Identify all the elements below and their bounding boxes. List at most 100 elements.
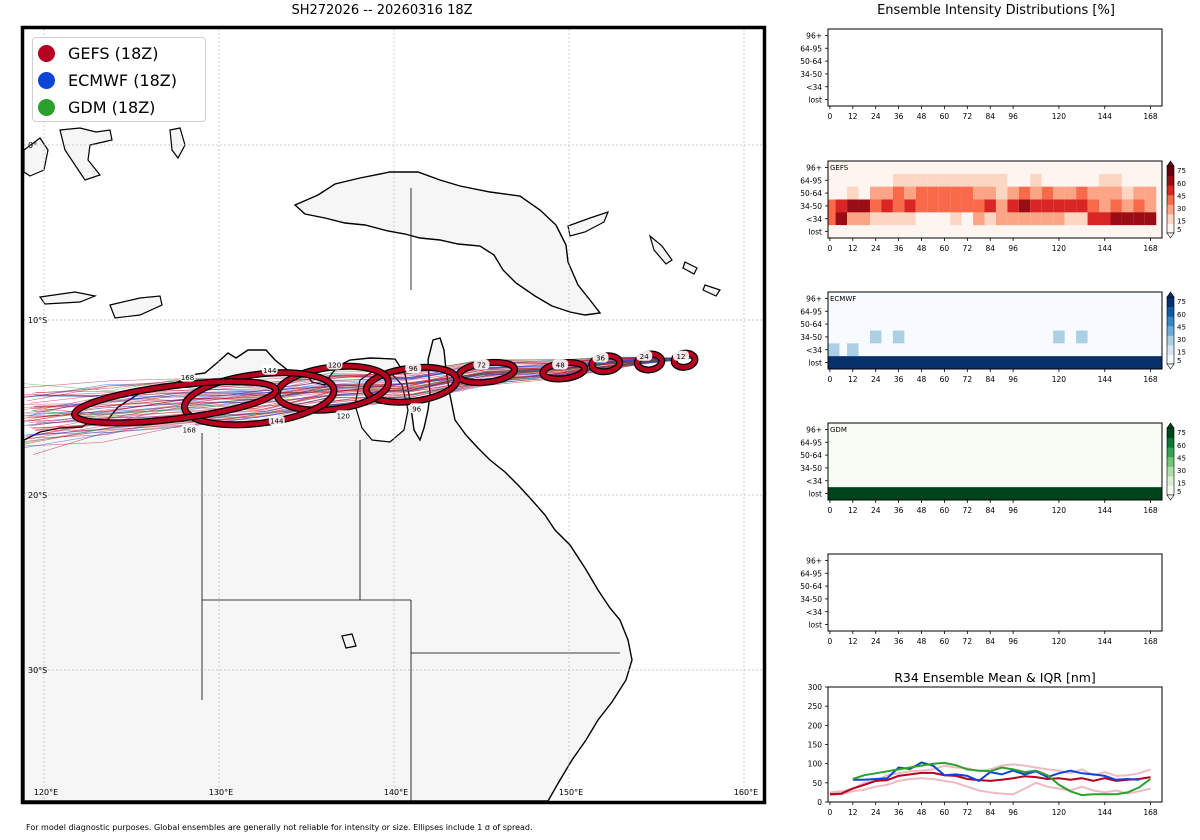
heatmap-cell — [1041, 173, 1054, 187]
y-tick-label: <34 — [806, 346, 822, 355]
heatmap-cell — [927, 212, 939, 226]
colorbar-tick-label: 60 — [1177, 180, 1186, 188]
hour-label-text: 12 — [677, 353, 686, 361]
colorbar-tick-label: 75 — [1177, 429, 1186, 437]
x-tick-label: 72 — [963, 808, 973, 817]
heatmap-cell — [1144, 173, 1157, 187]
panel-label-gefs: GEFS — [830, 164, 849, 172]
colorbar-tick-label: 5 — [1177, 226, 1181, 234]
r34-chart-title: R34 Ensemble Mean & IQR [nm] — [894, 670, 1096, 685]
x-tick-label: 168 — [1143, 112, 1158, 121]
colorbar-tick-label: 60 — [1177, 311, 1186, 319]
colorbar-segment — [1167, 213, 1174, 224]
colorbar-tick-label: 45 — [1177, 454, 1186, 462]
heatmap-cell — [973, 212, 985, 226]
heatmap-cell — [858, 225, 870, 239]
y-tick-label: 64-95 — [800, 307, 822, 316]
x-tick-label: 84 — [985, 637, 995, 646]
colorbar-tick-label: 15 — [1177, 348, 1186, 356]
x-tick-label: 96 — [1008, 244, 1018, 253]
heatmap-cell — [858, 199, 870, 213]
y-tick-label: 64-95 — [800, 176, 822, 185]
gdm-swatch — [38, 99, 55, 116]
heatmap-cell — [961, 212, 974, 226]
gefs-swatch — [38, 45, 55, 62]
y-tick-label: 64-95 — [800, 569, 822, 578]
footer-note: For model diagnostic purposes. Global en… — [26, 823, 533, 832]
x-tick-label: 168 — [1143, 808, 1158, 817]
hour-label-box — [261, 364, 278, 375]
hour-label-box — [326, 359, 343, 370]
heatmap-cell — [915, 173, 928, 187]
heatmap-cell — [1053, 186, 1065, 200]
x-tick-label: 48 — [917, 637, 927, 646]
heatmap-cell — [1053, 199, 1065, 213]
colorbar-top-arrow — [1166, 160, 1175, 167]
x-tick-label: 0 — [828, 375, 833, 384]
y-tick-label: 100 — [808, 760, 823, 769]
heatmap-cell — [995, 186, 1008, 200]
x-tick-label: 84 — [985, 112, 995, 121]
heatmap-cell — [1099, 225, 1111, 239]
x-tick-label: 36 — [894, 375, 904, 384]
y-tick-label: 50-64 — [800, 57, 822, 66]
heatmap-cell — [995, 173, 1008, 187]
heatmap-cell — [950, 173, 962, 187]
heatmap-cell — [1064, 225, 1077, 239]
heatmap-cell — [984, 212, 996, 226]
forecast-hour-label: 168 — [179, 371, 196, 382]
heatmap-cell — [835, 199, 848, 213]
heatmap-cell — [1099, 173, 1111, 187]
heatmap-cell — [1053, 212, 1065, 226]
colorbar-segment — [1167, 466, 1174, 477]
ecmwf-swatch — [38, 72, 55, 89]
y-tick-label: <34 — [806, 215, 822, 224]
heatmap-cell — [1018, 199, 1031, 213]
colorbar-tick-label: 15 — [1177, 217, 1186, 225]
heatmap-cell — [961, 225, 974, 239]
x-tick-label: 120 — [1052, 244, 1067, 253]
heatmap-cell — [1064, 186, 1077, 200]
heatmap-cell — [927, 173, 939, 187]
x-tick-label: 36 — [894, 506, 904, 515]
x-tick-label: 0 — [828, 244, 833, 253]
heatmap-cell — [1007, 199, 1019, 213]
heatmap-cell — [1110, 186, 1122, 200]
x-tick-label: 12 — [848, 244, 858, 253]
heatmap-cell — [973, 199, 985, 213]
heatmap-cell — [869, 225, 882, 239]
gefs-ellipse — [72, 379, 279, 426]
heatmap-cell — [1121, 186, 1134, 200]
forecast-hour-labels: 12 24 36 48 72 96 120 144 168 96 120 144 168 — [179, 350, 689, 435]
heatmap-cell — [1087, 212, 1100, 226]
x-tick-label: 12 — [848, 637, 858, 646]
heatmap-cell — [1076, 186, 1088, 200]
hour-label-box — [405, 363, 422, 373]
heatmap-cell — [1018, 173, 1031, 187]
colorbar-bottom-arrow — [1166, 494, 1175, 501]
series-line — [852, 761, 1140, 783]
heatmap-cell — [984, 186, 996, 200]
heatmap-cell — [881, 173, 893, 187]
hour-label-text: 144 — [270, 418, 284, 426]
y-tick-label: 50-64 — [800, 582, 822, 591]
heatmap-cell — [881, 225, 893, 239]
x-tick-label: 144 — [1098, 244, 1113, 253]
colorbar-segment — [1167, 428, 1174, 439]
x-tick-label: 84 — [985, 244, 995, 253]
heatmap-cell — [835, 212, 848, 226]
intensity-panel: ECMWF 96+ 64-95 50-64 34-50 <34 lost 0 12 24 36 48 6… — [800, 291, 1186, 384]
heatmap-cell — [1099, 186, 1111, 200]
hour-label-text: 72 — [477, 362, 486, 370]
y-tick-label: 200 — [808, 721, 823, 730]
x-tick-label: 72 — [963, 112, 973, 121]
colorbar-tick-label: 15 — [1177, 479, 1186, 487]
map-tick-labels: 120°E 130°E 140°E 150°E 160°E 0° 10°S 20°S 30°S — [28, 141, 758, 797]
heatmap-cell — [1076, 212, 1088, 226]
lon-tick-label: 140°E — [384, 788, 408, 797]
x-tick-label: 120 — [1052, 808, 1067, 817]
map-title: SH272026 -- 20260316 18Z — [291, 3, 473, 18]
heatmap-cell — [835, 173, 848, 187]
y-tick-label: 64-95 — [800, 438, 822, 447]
heatmap-cell — [869, 199, 882, 213]
